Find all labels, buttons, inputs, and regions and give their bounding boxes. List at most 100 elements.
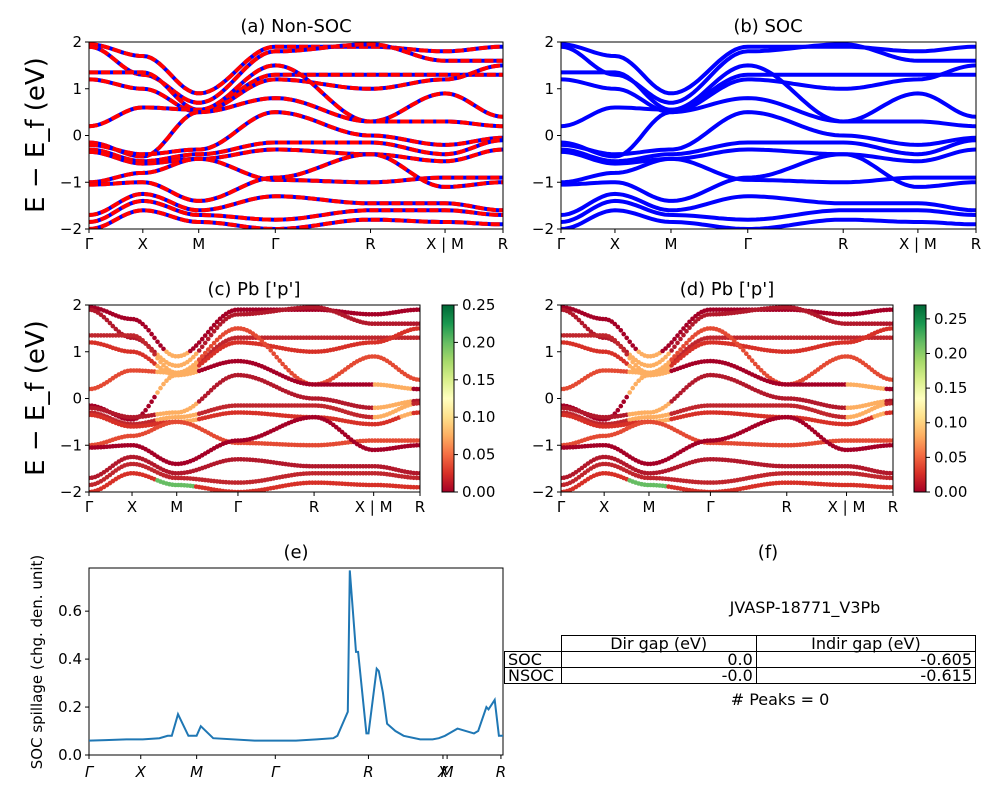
band-dot: [627, 339, 632, 345]
ytick-label: 2: [72, 296, 82, 314]
colorbar-c: [441, 304, 455, 493]
band-dot: [624, 352, 629, 357]
band-dot: [113, 326, 119, 332]
band-dot: [633, 346, 638, 352]
band-dot: [890, 335, 893, 340]
material-id: JVASP-18771_V3Pb: [729, 598, 881, 617]
band-dot: [202, 340, 208, 346]
band-dot: [890, 377, 893, 383]
xtick-label: M: [643, 498, 656, 516]
band-dot: [735, 341, 740, 347]
colorbar-tick-label: 0.15: [462, 371, 495, 389]
ytick-label: −2: [60, 483, 82, 501]
band-dot: [417, 471, 420, 476]
band-dot: [681, 344, 686, 349]
band-dot: [158, 343, 163, 348]
band-dots-c: [89, 305, 420, 492]
xtick-label: Γ: [557, 235, 566, 253]
xtick-label: Γ: [234, 498, 243, 516]
xtick-label: M: [170, 498, 183, 516]
band-dot: [582, 323, 588, 329]
band-dot: [256, 335, 262, 341]
band-line: [561, 191, 976, 217]
band-dot: [214, 319, 220, 325]
band-dot: [196, 340, 202, 345]
band-dot: [217, 316, 223, 322]
xtick-label: X: [135, 763, 147, 781]
ytick-label: 1: [72, 343, 82, 361]
band-dot: [196, 399, 202, 404]
band-dot: [188, 357, 193, 363]
band-dot: [633, 381, 638, 387]
band-dot: [149, 331, 154, 337]
band-dot: [152, 335, 157, 341]
xtick-label: X: [127, 498, 137, 516]
band-dot: [155, 390, 160, 395]
band-dot: [202, 393, 208, 399]
band-dot: [152, 394, 157, 400]
colorbar-tick-label: 0.20: [934, 344, 967, 362]
band-dot: [755, 364, 761, 370]
ytick-label: −1: [532, 173, 554, 191]
band-dot: [149, 348, 154, 353]
band-line: [561, 42, 976, 96]
band-dot: [205, 329, 211, 335]
band-dot: [158, 385, 163, 391]
xtick-label: R: [363, 763, 373, 781]
band-ylabel-mid: E − E_f (eV): [21, 320, 51, 476]
band-dot: [675, 393, 680, 399]
band-dot: [669, 348, 674, 353]
panel-d-title: (d) Pb ['p']: [680, 279, 775, 300]
xtick-label: M: [190, 763, 203, 781]
band-dot: [738, 344, 743, 350]
xtick-label: X: [138, 235, 148, 253]
band-dot: [890, 438, 893, 443]
band-dot: [669, 340, 674, 345]
band-dot: [687, 337, 692, 343]
band-dot: [339, 429, 345, 435]
band-dot: [417, 326, 420, 331]
band-dot: [265, 344, 271, 350]
band-dot: [140, 321, 145, 327]
panel-c-title: (c) Pb ['p']: [207, 279, 300, 300]
band-dot: [104, 317, 110, 323]
band-dot: [618, 344, 624, 350]
gap-table: Dir gap (eV) Indir gap (eV) SOC 0.0 -0.6…: [504, 635, 977, 684]
band-dot: [140, 338, 145, 343]
band-dot: [890, 485, 893, 490]
band-line: [89, 198, 503, 224]
band-dot: [259, 338, 265, 344]
xtick-label: X: [610, 235, 620, 253]
band-dot: [196, 348, 202, 353]
band-dot: [417, 485, 420, 490]
band-dot: [678, 347, 683, 352]
indir-gap-value: -0.615: [755, 667, 977, 684]
band-dot: [417, 386, 420, 392]
band-dot: [211, 385, 217, 390]
row-label: SOC: [504, 651, 562, 668]
ytick-label: 1: [544, 343, 554, 361]
band-line: [89, 191, 503, 217]
band-dot: [280, 361, 285, 367]
band-dot: [663, 354, 668, 360]
table-row: NSOC -0.0 -0.615: [504, 667, 977, 684]
row-label: NSOC: [504, 667, 562, 684]
band-line: [561, 147, 976, 166]
band-dot: [143, 407, 148, 413]
band-dot: [678, 390, 683, 396]
band-ylabel-top: E − E_f (eV): [21, 57, 51, 213]
band-dot: [630, 385, 635, 391]
band-dot: [672, 354, 677, 359]
xtick-label: X: [437, 763, 449, 781]
xtick-label: Γ: [271, 763, 281, 781]
ytick-label: 2: [544, 33, 554, 51]
band-dot: [627, 355, 632, 361]
band-dot: [217, 334, 223, 340]
band-dot: [684, 385, 689, 390]
band-dot: [164, 378, 169, 384]
xtick-label: R: [415, 498, 425, 516]
band-line: [89, 63, 503, 115]
band-dot: [101, 314, 107, 320]
xtick-label: R: [496, 763, 506, 781]
band-dot: [579, 320, 585, 326]
